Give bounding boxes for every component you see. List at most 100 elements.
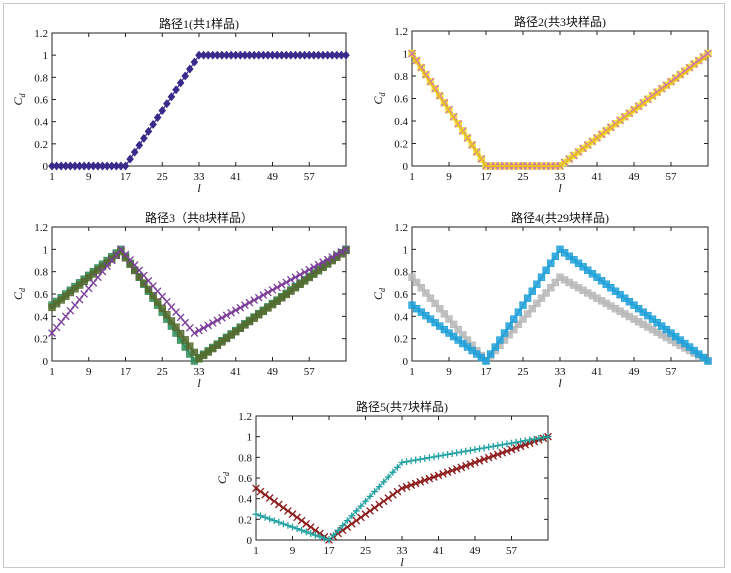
data-point <box>48 303 56 312</box>
data-point <box>85 273 93 282</box>
data-point <box>445 315 453 323</box>
data-point <box>454 325 462 334</box>
data-point <box>452 465 461 473</box>
data-point <box>293 525 301 533</box>
data-point <box>241 301 249 310</box>
data-point <box>284 507 292 515</box>
series-p5 <box>252 432 552 544</box>
plot-area <box>255 415 549 541</box>
x-tick-label: 25 <box>360 545 372 557</box>
y-tick-label: 0.2 <box>394 139 408 151</box>
data-point <box>257 512 264 520</box>
data-point <box>471 446 479 453</box>
y-tick-label: 0.4 <box>394 116 408 128</box>
data-point <box>462 447 470 455</box>
data-point <box>293 513 301 522</box>
data-point <box>426 294 435 302</box>
x-axis-label: l <box>400 555 404 569</box>
data-point <box>298 526 306 534</box>
data-point <box>135 140 144 150</box>
data-point <box>430 473 438 481</box>
y-tick-label: 0.8 <box>238 452 252 464</box>
x-tick-label: 1 <box>49 366 55 378</box>
data-point <box>126 154 134 164</box>
data-point <box>153 298 162 306</box>
data-point <box>66 306 75 315</box>
data-point <box>535 434 543 442</box>
data-point <box>408 273 416 281</box>
data-point <box>186 342 194 350</box>
y-axis-label-subscript: d <box>378 91 387 96</box>
x-tick-label: 57 <box>666 366 678 378</box>
data-point <box>80 290 89 298</box>
data-point <box>389 490 397 499</box>
x-tick-label: 17 <box>481 171 493 183</box>
data-point <box>416 478 425 486</box>
data-point <box>533 280 541 288</box>
data-point <box>347 519 356 528</box>
data-point <box>422 289 430 297</box>
y-tick-label: 0 <box>247 535 253 547</box>
y-axis-label: Cd <box>11 92 27 105</box>
x-tick-label: 57 <box>666 171 678 183</box>
y-tick-label: 0.2 <box>34 139 48 151</box>
data-point <box>517 438 525 445</box>
series-p5 <box>252 433 552 544</box>
data-point <box>140 133 148 143</box>
data-point <box>296 270 304 279</box>
data-point <box>434 471 443 480</box>
data-point <box>551 252 560 261</box>
data-point <box>218 313 226 322</box>
data-point <box>425 474 434 483</box>
data-point <box>467 446 474 454</box>
y-tick-label: 0 <box>403 356 409 368</box>
data-point <box>484 453 493 462</box>
data-point <box>264 288 272 297</box>
y-tick-label: 0.6 <box>238 473 252 485</box>
data-point <box>448 466 457 475</box>
x-tick-label: 17 <box>120 366 132 378</box>
data-point <box>108 255 116 263</box>
data-point <box>496 336 504 344</box>
x-tick-label: 17 <box>324 545 336 557</box>
data-point <box>462 461 470 470</box>
series-p1 <box>48 50 350 171</box>
data-point <box>681 67 689 75</box>
x-tick-label: 9 <box>446 171 452 183</box>
data-point <box>213 316 222 325</box>
y-tick-label: 1.2 <box>394 26 408 38</box>
data-point <box>519 301 527 309</box>
data-point <box>521 437 529 445</box>
data-point <box>457 463 466 472</box>
data-point <box>542 266 550 274</box>
data-point <box>500 329 509 337</box>
data-point <box>436 304 444 313</box>
data-point <box>449 320 458 329</box>
data-point <box>348 512 356 520</box>
data-point <box>417 284 425 292</box>
x-tick-label: 41 <box>230 366 241 378</box>
data-point <box>103 262 111 270</box>
data-point <box>444 451 452 458</box>
data-point <box>62 292 70 300</box>
data-point <box>412 456 420 464</box>
data-point <box>158 304 166 313</box>
data-point <box>89 278 98 287</box>
x-tick-label: 49 <box>267 366 279 378</box>
data-point <box>453 449 461 457</box>
data-point <box>676 70 685 79</box>
data-point <box>195 326 203 335</box>
data-point <box>176 329 185 338</box>
data-point <box>498 441 506 449</box>
data-point <box>498 448 507 457</box>
data-point <box>250 296 258 304</box>
y-tick-label: 0.2 <box>394 334 408 346</box>
y-tick-label: 0.6 <box>394 289 408 301</box>
y-axis-label: Cd <box>371 287 387 300</box>
data-point <box>98 267 107 276</box>
series-line <box>411 54 709 167</box>
data-point <box>314 260 323 269</box>
data-point <box>508 439 515 447</box>
data-point <box>163 310 171 319</box>
data-point <box>547 259 555 267</box>
